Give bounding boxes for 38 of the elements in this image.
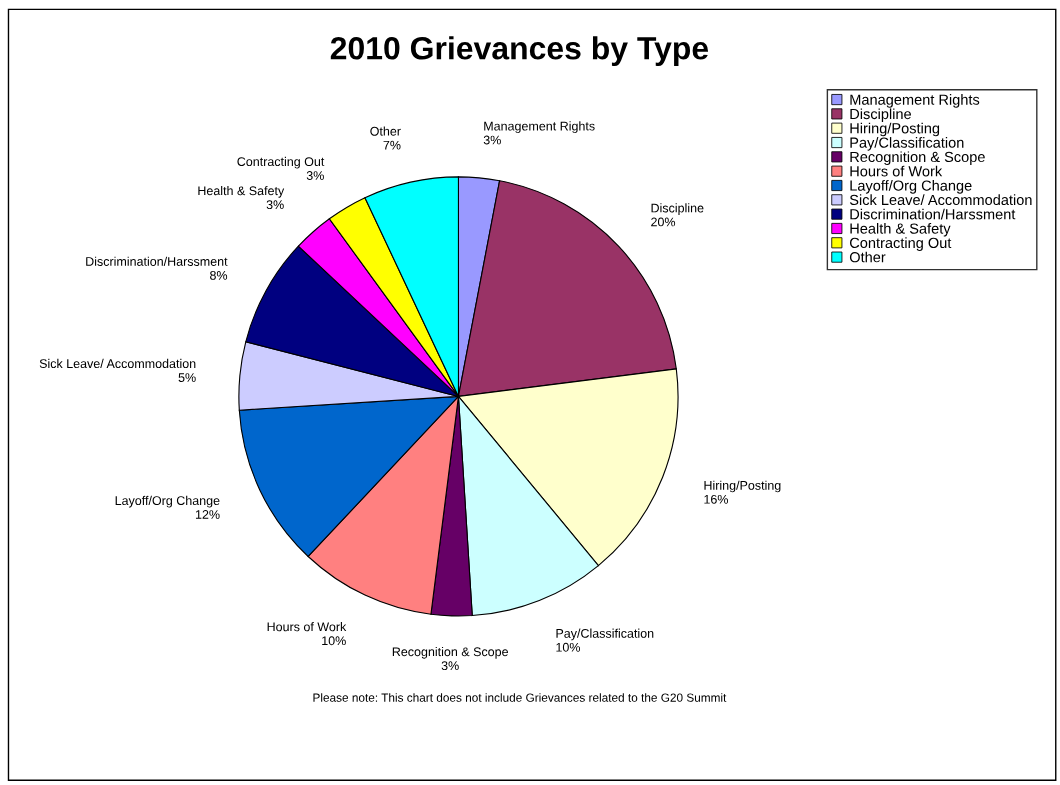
data-label: 8%: [210, 270, 228, 280]
legend-label: Hours of Work: [850, 165, 943, 177]
legend-label: Layoff/Org Change: [850, 180, 972, 194]
legend-label: Health & Safety: [850, 223, 951, 237]
data-label: 20%: [651, 217, 676, 227]
legend-label: Discipline: [850, 108, 911, 123]
slice-label: Sick Leave/ Accommodation: [39, 358, 196, 369]
legend-label: Contracting Out: [849, 237, 952, 251]
slice-label: Discipline: [651, 203, 704, 215]
slice-label: Discrimination/Harssment: [86, 256, 228, 266]
data-label: 12%: [195, 510, 220, 519]
chart-title: 2010 Grievances by Type: [330, 36, 709, 66]
slice-label: Health & Safety: [198, 186, 285, 198]
data-label: 16%: [704, 494, 729, 504]
data-label: 7%: [383, 140, 401, 150]
data-label: 5%: [178, 373, 196, 382]
slice-label: Other: [370, 126, 401, 136]
legend-label: Sick Leave/ Accommodation: [849, 194, 1032, 206]
legend-label: Other: [849, 251, 886, 263]
legend-label: Recognition & Scope: [850, 151, 985, 165]
data-label: 10%: [556, 642, 581, 652]
slice-label: Contracting Out: [237, 156, 325, 169]
slice-label: Hours of Work: [267, 622, 347, 632]
slice-label: Hiring/Posting: [704, 480, 781, 493]
legend-label: Hiring/Posting: [850, 122, 940, 137]
data-label: 3%: [306, 171, 324, 180]
slice-label: Pay/Classification: [556, 628, 654, 641]
slice-label: Management Rights: [484, 121, 595, 133]
slice-label: Recognition & Scope: [392, 647, 508, 659]
legend-label: Discrimination/Harssment: [850, 208, 1016, 220]
data-label: 3%: [483, 135, 501, 145]
legend-label: Pay/Classification: [850, 137, 964, 151]
data-label: 3%: [266, 200, 284, 210]
data-label: 3%: [441, 661, 459, 671]
text: Please note: This chart does not include Grievances related to the G20 Summit: [313, 693, 727, 702]
slice-label: Layoff/Org Change: [115, 495, 220, 508]
data-label: 10%: [322, 636, 346, 646]
legend-label: Management Rights: [850, 94, 980, 108]
